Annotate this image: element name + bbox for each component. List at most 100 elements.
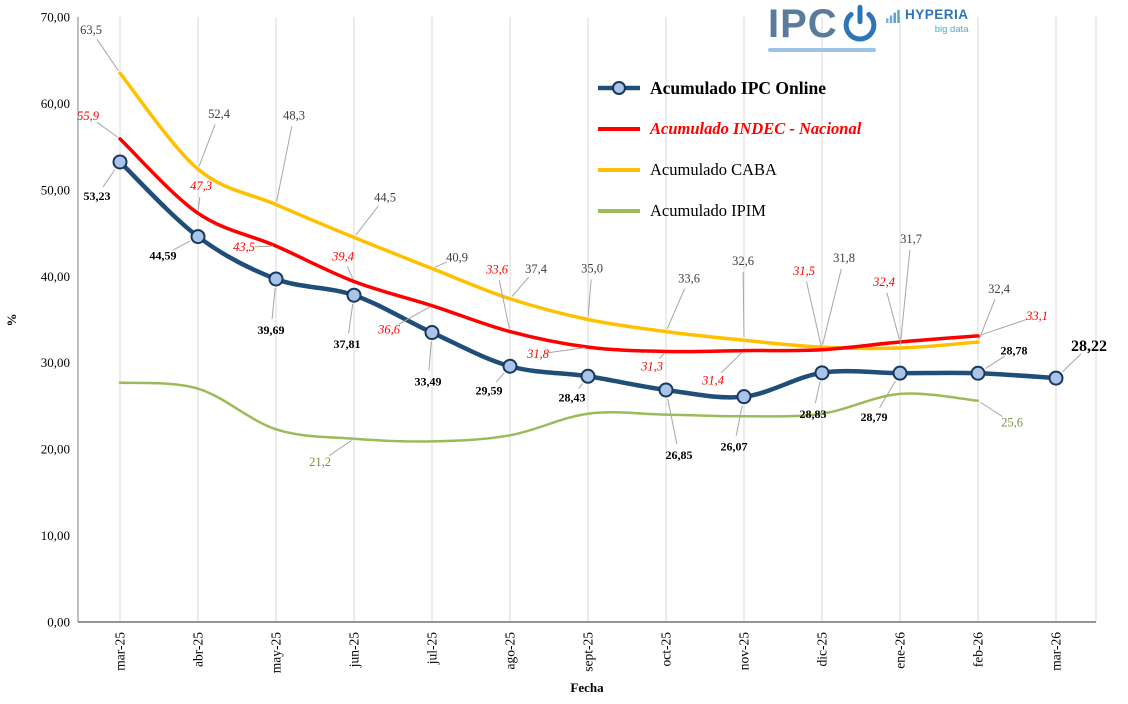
power-icon	[843, 4, 877, 42]
legend-swatch-indec-nacional	[598, 127, 640, 131]
data-point-marker	[268, 271, 284, 287]
data-label: 31,4	[701, 374, 724, 388]
data-label: 28,78	[1001, 343, 1028, 357]
label-leader-line	[899, 249, 911, 346]
data-label: 28,22	[1071, 338, 1107, 355]
data-point-marker	[970, 365, 986, 381]
label-leader-line	[587, 279, 592, 317]
series-line-3	[118, 381, 980, 443]
data-point-marker	[112, 154, 128, 170]
label-leader-line	[720, 352, 743, 374]
data-label: 33,6	[678, 272, 700, 286]
y-tick-label: 30,00	[41, 355, 70, 370]
data-label: 31,8	[526, 347, 550, 361]
data-label: 37,4	[525, 262, 548, 276]
data-label: 47,3	[190, 179, 212, 193]
label-leader-line	[1062, 353, 1082, 373]
label-leader-line	[498, 280, 510, 329]
x-tick-label: dic-25	[815, 632, 830, 667]
label-leader-line	[805, 281, 822, 347]
data-label: 36,6	[377, 323, 401, 337]
data-label: 53,23	[84, 189, 111, 203]
label-leader-line	[822, 268, 842, 345]
legend-item-caba: Acumulado CABA	[597, 156, 861, 184]
hyperia-logo: HYPERIA big data	[886, 8, 969, 35]
data-label: 39,69	[258, 323, 285, 337]
data-label: 29,59	[476, 383, 503, 397]
label-leader-line	[495, 372, 505, 383]
legend-item-indec-nacional: Acumulado INDEC - Nacional	[597, 115, 861, 143]
label-leader-line	[198, 124, 216, 167]
label-leader-line	[96, 121, 118, 138]
label-leader-line	[398, 306, 430, 325]
data-label: 32,4	[872, 275, 895, 289]
legend-swatch-ipc-online	[598, 81, 640, 95]
label-leader-line	[328, 440, 352, 457]
x-tick-label: ene-26	[893, 632, 908, 669]
label-leader-line	[659, 353, 665, 359]
data-label: 44,59	[150, 249, 177, 263]
data-point-marker	[190, 229, 206, 245]
x-tick-label: sept-25	[581, 632, 596, 672]
data-point-marker	[736, 389, 752, 405]
legend-swatch-caba	[598, 168, 640, 172]
hyperia-logo-text: HYPERIA	[905, 7, 969, 22]
y-tick-label: 50,00	[41, 182, 70, 197]
chart-legend: Acumulado IPC Online Acumulado INDEC - N…	[597, 74, 861, 238]
legend-label-indec-nacional: Acumulado INDEC - Nacional	[650, 119, 862, 138]
y-tick-label: 60,00	[41, 96, 70, 111]
data-label: 31,8	[833, 251, 855, 265]
data-point-marker	[892, 365, 908, 381]
data-label: 28,79	[861, 410, 888, 424]
legend-label-ipc-online: Acumulado IPC Online	[650, 77, 826, 98]
label-leader-line	[548, 347, 586, 354]
label-leader-line	[985, 355, 1005, 369]
label-leader-line	[578, 383, 583, 389]
ipc-logo-text: IPC	[768, 2, 838, 46]
data-label: 25,6	[1001, 416, 1023, 430]
data-point-marker	[658, 382, 674, 398]
y-tick-label: 70,00	[41, 10, 70, 25]
data-label: 63,5	[80, 23, 102, 37]
data-label: 31,5	[792, 264, 815, 278]
legend-label-ipim: Acumulado IPIM	[650, 201, 766, 220]
label-leader-line	[814, 381, 821, 404]
x-axis-title: Fecha	[570, 680, 604, 695]
label-leader-line	[102, 169, 116, 188]
x-tick-label: ago-25	[503, 632, 518, 670]
label-leader-line	[346, 266, 354, 279]
x-tick-label: feb-26	[971, 632, 986, 667]
data-point-marker	[424, 325, 440, 341]
data-label: 55,9	[77, 109, 100, 123]
data-point-marker	[814, 365, 830, 381]
series-line-2	[118, 71, 980, 351]
label-leader-line	[96, 39, 119, 71]
legend-item-ipc-online: Acumulado IPC Online	[597, 74, 861, 102]
x-tick-label: may-25	[269, 632, 284, 673]
legend-label-caba: Acumulado CABA	[650, 160, 777, 179]
data-label: 40,9	[446, 251, 468, 265]
series-line-1	[118, 137, 980, 354]
y-tick-label: 10,00	[41, 528, 70, 543]
y-tick-label: 0,00	[47, 615, 70, 630]
x-tick-label: oct-25	[659, 632, 674, 667]
data-label: 33,6	[485, 263, 509, 277]
data-label: 44,5	[374, 190, 396, 204]
data-label: 37,81	[334, 337, 361, 351]
label-leader-line	[254, 245, 274, 248]
x-tick-label: jul-25	[425, 632, 440, 665]
x-tick-label: mar-26	[1049, 632, 1064, 671]
label-leader-line	[666, 288, 686, 330]
data-label: 52,4	[208, 107, 231, 121]
ipc-logo: IPC	[768, 4, 880, 52]
label-leader-line	[735, 405, 743, 436]
data-label: 32,6	[732, 254, 754, 268]
label-leader-line	[978, 299, 996, 340]
data-label: 31,3	[640, 359, 663, 373]
data-point-marker	[502, 358, 518, 374]
ipc-logo-tagline	[768, 48, 876, 52]
label-leader-line	[276, 126, 293, 202]
data-label: 28,43	[559, 390, 586, 404]
